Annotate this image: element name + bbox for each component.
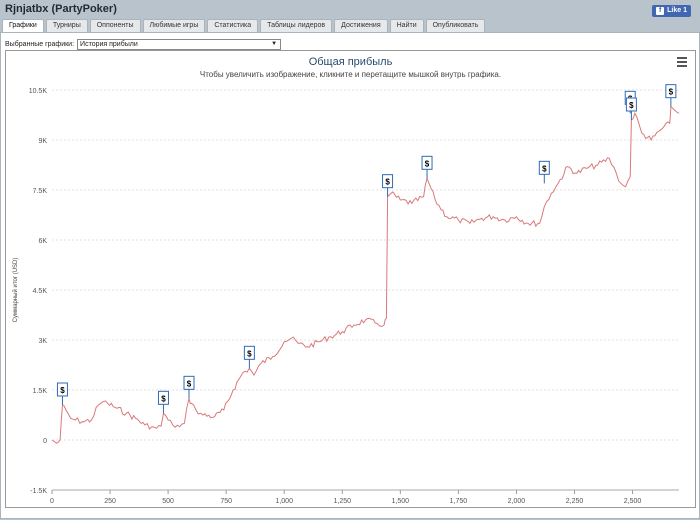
tab-leaderboards[interactable]: Таблицы лидеров (260, 19, 333, 32)
big-win-marker[interactable] (421, 155, 433, 170)
tab-publish[interactable]: Опубликовать (425, 19, 486, 32)
big-win-marker[interactable] (56, 382, 68, 397)
x-tick-label: 2,000 (508, 498, 526, 505)
like-label: Like 1 (667, 7, 687, 14)
big-win-marker[interactable] (183, 375, 195, 390)
tab-bar: Графики Турниры Оппоненты Любимые игры С… (2, 19, 486, 33)
big-win-marker-label: $ (385, 178, 390, 187)
big-win-marker[interactable] (538, 160, 550, 175)
x-tick-label: 1,500 (392, 498, 410, 505)
big-win-marker[interactable] (665, 84, 677, 99)
chart-subtitle: Чтобы увеличить изображение, кликните и … (200, 70, 501, 79)
big-win-marker-label: $ (187, 379, 192, 388)
chart-selector-dropdown[interactable]: История прибыли ▼ (77, 39, 282, 50)
chart-container[interactable]: Общая прибыль Чтобы увеличить изображение… (5, 50, 696, 508)
tab-achievements[interactable]: Достижения (334, 19, 388, 32)
facebook-like-button[interactable]: f Like 1 (652, 5, 691, 17)
x-tick-label: 2,500 (624, 498, 642, 505)
window-header: Rjnjatbx (PartyPoker) f Like 1 (0, 0, 700, 19)
x-tick-label: 500 (162, 498, 174, 505)
facebook-icon: f (656, 7, 665, 15)
x-tick-label: 1,250 (334, 498, 352, 505)
y-tick-label: 3K (38, 338, 47, 345)
big-win-marker-label: $ (669, 88, 674, 97)
chart-selector-row: Выбранные графики: История прибыли ▼ (5, 39, 282, 50)
chevron-down-icon: ▼ (271, 41, 278, 47)
y-tick-label: -1.5K (30, 488, 47, 495)
tab-search[interactable]: Найти (389, 19, 424, 32)
big-win-marker-label: $ (542, 164, 547, 173)
big-win-marker-label: $ (161, 394, 166, 403)
big-win-marker-label: $ (247, 349, 252, 358)
x-tick-label: 2,250 (566, 498, 584, 505)
big-win-marker[interactable] (157, 390, 169, 405)
big-win-marker[interactable] (625, 97, 637, 112)
big-win-marker[interactable] (382, 174, 394, 189)
y-tick-label: 9K (38, 138, 47, 145)
chart-title: Общая прибыль (309, 56, 393, 68)
y-tick-label: 10.5K (29, 88, 48, 95)
profit-series-line[interactable] (51, 105, 680, 444)
x-tick-label: 250 (104, 498, 116, 505)
y-tick-label: 6K (38, 238, 47, 245)
y-tick-label: 4.5K (33, 288, 48, 295)
big-win-marker-label: $ (425, 159, 430, 168)
tab-statistics[interactable]: Статистика (207, 19, 259, 32)
tab-opponents[interactable]: Оппоненты (89, 19, 141, 32)
y-tick-label: 1.5K (33, 388, 48, 395)
x-tick-label: 750 (220, 498, 232, 505)
y-tick-label: 0 (43, 438, 47, 445)
main-panel: Выбранные графики: История прибыли ▼ Общ… (0, 32, 700, 519)
chart-selector-label: Выбранные графики: (5, 41, 75, 48)
big-win-marker-label: $ (60, 386, 65, 395)
tab-tournaments[interactable]: Турниры (45, 19, 88, 32)
profit-chart[interactable]: Общая прибыль Чтобы увеличить изображение… (6, 51, 695, 507)
x-tick-label: 1,000 (275, 498, 293, 505)
x-tick-label: 0 (50, 498, 54, 505)
big-win-marker-label: $ (629, 101, 634, 110)
chart-selector-value: История прибыли (80, 41, 138, 48)
tab-favorite-games[interactable]: Любимые игры (142, 19, 206, 32)
menu-icon[interactable] (677, 57, 687, 69)
window-title: Rjnjatbx (PartyPoker) (5, 3, 117, 15)
y-axis-label: Суммарный итог (USD) (12, 258, 19, 323)
big-win-marker[interactable] (243, 345, 255, 360)
y-tick-label: 7.5K (33, 188, 48, 195)
x-tick-label: 1,750 (450, 498, 468, 505)
tab-charts[interactable]: Графики (2, 19, 44, 33)
